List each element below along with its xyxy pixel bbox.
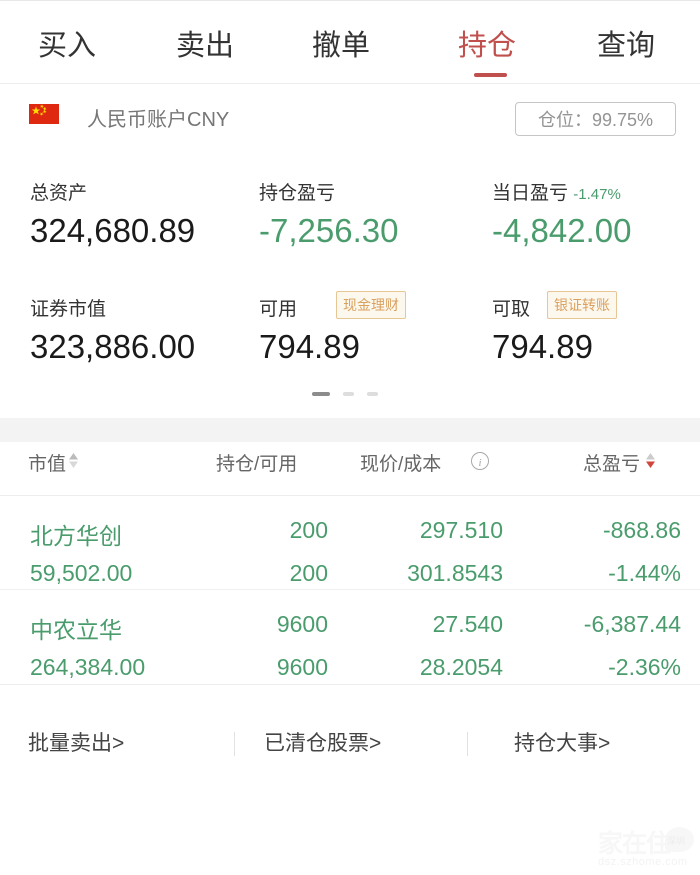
svg-text:i: i (478, 457, 481, 469)
